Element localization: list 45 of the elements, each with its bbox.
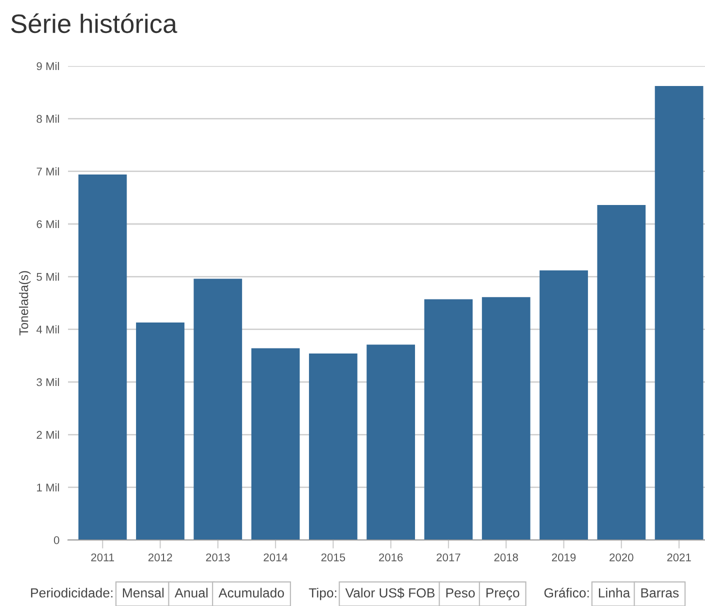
x-tick-label: 2019: [552, 553, 576, 562]
text: Mensal: [122, 588, 164, 598]
text: Barras: [641, 588, 679, 598]
x-tick-label: 2016: [379, 553, 403, 562]
y-tick-label: 9 Mil: [36, 62, 59, 70]
bar: [366, 344, 416, 540]
x-tick-label: 2012: [148, 553, 172, 562]
y-tick-label: 0: [54, 536, 60, 544]
x-tick-label: 2014: [264, 553, 288, 562]
y-tick-label: 7 Mil: [36, 167, 59, 176]
text: Preço: [486, 588, 520, 600]
y-axis-title: Tonelada(s): [19, 271, 31, 336]
y-tick-label: 6 Mil: [36, 220, 59, 228]
x-tick-label: 2021: [667, 553, 691, 562]
text: Linha: [598, 588, 630, 598]
bar: [654, 86, 704, 540]
chart-title: Série histórica: [11, 13, 178, 34]
text: Periodicidade:: [31, 588, 112, 598]
y-tick-label: 4 Mil: [36, 325, 59, 334]
text: Gráfico:: [544, 588, 589, 598]
text: Valor US$ FOB: [345, 588, 435, 598]
x-tick-label: 2013: [206, 553, 230, 562]
bar: [78, 174, 127, 540]
text: Tipo:: [308, 588, 336, 600]
bar: [251, 348, 300, 540]
bar: [308, 354, 358, 540]
bar: [424, 299, 473, 540]
text: Peso: [446, 588, 475, 598]
bar: [136, 322, 184, 540]
y-tick-label: 5 Mil: [36, 272, 59, 281]
bar: [482, 297, 530, 540]
bar: [194, 278, 242, 540]
y-tick-label: 8 Mil: [36, 114, 59, 123]
text: Acumulado: [218, 588, 284, 598]
y-tick-label: 2 Mil: [36, 430, 59, 439]
bar: [597, 205, 646, 540]
x-tick-label: 2015: [321, 553, 346, 562]
y-tick-label: 1 Mil: [37, 483, 59, 492]
y-tick-label: 3 Mil: [36, 378, 59, 386]
x-tick-label: 2017: [436, 553, 460, 562]
bar: [540, 270, 588, 540]
x-tick-label: 2020: [610, 553, 634, 562]
text: Anual: [174, 588, 208, 598]
x-tick-label: 2011: [91, 553, 114, 562]
x-tick-label: 2018: [494, 553, 518, 562]
